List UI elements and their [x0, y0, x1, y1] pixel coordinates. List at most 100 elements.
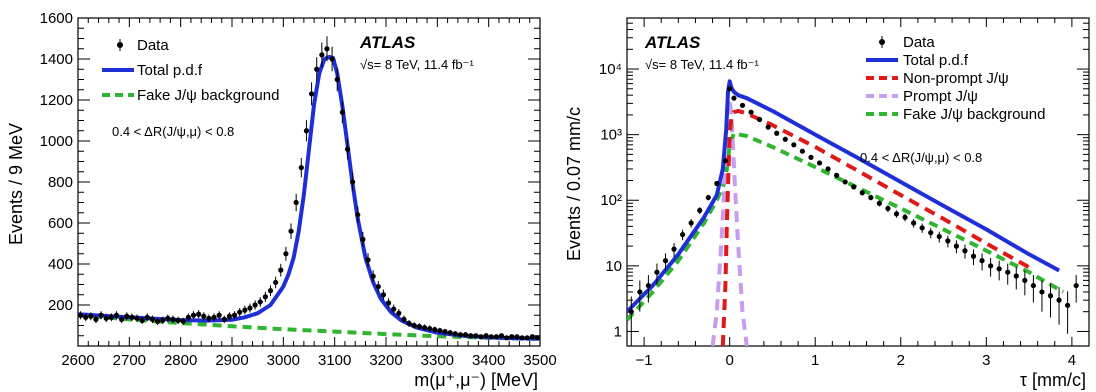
data-point	[1047, 293, 1054, 299]
data-point	[319, 52, 325, 58]
data-point	[859, 190, 865, 196]
data-point	[237, 309, 243, 315]
data-point	[108, 314, 114, 320]
x-tick-label: 2600	[61, 352, 94, 369]
data-point	[303, 128, 310, 134]
data-point	[493, 334, 499, 340]
data-point	[416, 323, 422, 330]
data-point	[196, 311, 202, 317]
data-point	[375, 283, 381, 290]
data-point	[645, 282, 651, 289]
data-point	[98, 312, 104, 318]
data-point	[103, 315, 109, 321]
left-data-points	[78, 36, 540, 341]
x-tick-label: 2800	[164, 352, 197, 369]
data-point	[1056, 297, 1062, 303]
y-tick-label: 1400	[40, 51, 73, 68]
right-legend-label: Non-prompt J/ψ	[903, 70, 1009, 87]
right-lifetime-panel: −1 0 1 2 3 4 1 10 10² 10³ 10⁴ τ [mm/c] Events / 0…	[564, 17, 1090, 390]
data-point	[365, 257, 371, 263]
data-point	[488, 334, 494, 340]
data-point	[851, 184, 857, 190]
right-y-ticks: 1 10 10² 10³ 10⁴	[599, 17, 1089, 340]
data-point	[680, 231, 686, 238]
data-point	[524, 335, 530, 341]
data-point	[765, 124, 771, 130]
data-point	[628, 309, 634, 315]
data-point	[298, 165, 304, 171]
left-legend-label: Data	[137, 37, 169, 54]
x-tick-label: 3200	[369, 352, 402, 369]
series-line-non-prompt-j-	[720, 108, 1031, 346]
left-x-ticks: 2600 2700 2800 2900 3000 3100 3200 3300 3400 3500	[61, 18, 557, 369]
data-point	[324, 46, 330, 52]
data-point	[1005, 269, 1011, 275]
data-point	[1013, 273, 1019, 279]
data-point	[119, 316, 125, 322]
y-tick-label: 10²	[600, 192, 622, 209]
x-tick-label: 0	[725, 352, 733, 369]
data-point	[748, 109, 754, 115]
x-tick-label: 3300	[421, 352, 454, 369]
right-curves	[627, 79, 1065, 346]
data-point	[1073, 282, 1079, 289]
data-point	[739, 102, 746, 108]
data-point	[457, 332, 464, 338]
data-point	[83, 314, 89, 320]
data-point	[308, 91, 315, 97]
data-point	[509, 334, 515, 340]
data-point	[519, 335, 525, 341]
data-point	[722, 158, 728, 164]
data-point	[283, 251, 289, 257]
data-point	[154, 318, 161, 324]
data-point	[534, 335, 540, 341]
left-legend: Data Total p.d.f Fake J/ψ background	[102, 37, 279, 104]
left-legend-label: Total p.d.f	[137, 62, 203, 79]
data-point	[799, 148, 805, 154]
data-point	[945, 238, 951, 244]
y-tick-label: 600	[48, 215, 73, 232]
data-point	[447, 330, 453, 336]
data-point	[165, 315, 171, 321]
data-point	[421, 324, 428, 331]
series-line-total-p-d-f	[627, 79, 1061, 314]
data-point	[654, 269, 660, 275]
y-tick-label: 1000	[40, 133, 73, 150]
data-point	[1022, 277, 1028, 283]
data-point	[334, 76, 340, 83]
left-y-axis-label: Events / 9 MeV	[6, 123, 26, 245]
x-tick-label: 2700	[113, 352, 146, 369]
data-point	[468, 333, 474, 339]
data-point	[257, 299, 263, 305]
data-point	[216, 312, 222, 318]
data-point	[774, 130, 780, 136]
data-point	[697, 207, 703, 214]
left-legend-label: Fake J/ψ background	[137, 87, 279, 104]
data-point	[637, 289, 643, 295]
x-tick-label: −1	[636, 352, 653, 369]
data-point	[970, 253, 977, 259]
y-tick-label: 800	[48, 174, 73, 191]
data-point	[791, 142, 797, 148]
data-point	[185, 314, 191, 320]
data-point	[175, 317, 181, 323]
data-point	[671, 246, 677, 252]
data-point	[757, 116, 763, 123]
data-point	[190, 312, 197, 318]
data-point	[483, 333, 489, 339]
data-point	[936, 233, 942, 240]
data-point	[78, 312, 84, 318]
data-point	[911, 220, 917, 226]
data-point	[339, 109, 345, 115]
right-plot-frame	[626, 17, 1090, 347]
y-tick-label: 1	[614, 323, 622, 340]
x-tick-label: 2	[897, 352, 905, 369]
x-tick-label: 4	[1068, 352, 1076, 369]
data-point	[293, 199, 299, 206]
x-tick-label: 3400	[472, 352, 505, 369]
data-point	[314, 66, 320, 72]
data-point	[88, 313, 94, 319]
data-point	[411, 322, 417, 329]
data-point	[93, 316, 99, 322]
